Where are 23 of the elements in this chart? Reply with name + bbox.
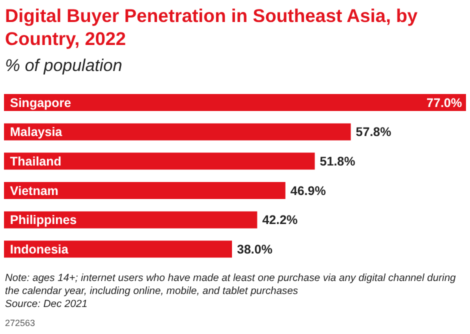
y-tick-label: Thailand (10, 154, 62, 169)
y-tick-label: Philippines (10, 213, 77, 228)
bar (4, 240, 232, 258)
data-label: 57.8% (356, 125, 392, 140)
text: 272563 (5, 318, 36, 328)
text: Note: ages 14+; internet users who have made at least one purchase via any digital channel during the calendar year, including online, mobile, and tablet purchases (5, 272, 457, 298)
bar (4, 94, 466, 111)
bar (4, 211, 258, 228)
data-label: 77.0% (426, 96, 462, 110)
y-tick-label: Malaysia (10, 125, 64, 140)
bar (4, 182, 286, 199)
chart-subtitle: % of population (5, 56, 122, 76)
data-label: 38.0% (237, 242, 272, 257)
source-note: Source: Dec 2021 (5, 298, 88, 311)
y-tick-label: Indonesia (10, 242, 70, 257)
data-label: 46.9% (290, 184, 326, 198)
chart-title: Digital Buyer Penetration in Southeast Asia, by Country, 2022 (5, 4, 419, 50)
y-tick-label: Vietnam (10, 184, 58, 198)
bar (4, 152, 315, 170)
data-label: 42.2% (262, 213, 298, 228)
data-label: 51.8% (320, 154, 356, 169)
bar (4, 123, 351, 140)
y-tick-label: Singapore (10, 96, 72, 110)
